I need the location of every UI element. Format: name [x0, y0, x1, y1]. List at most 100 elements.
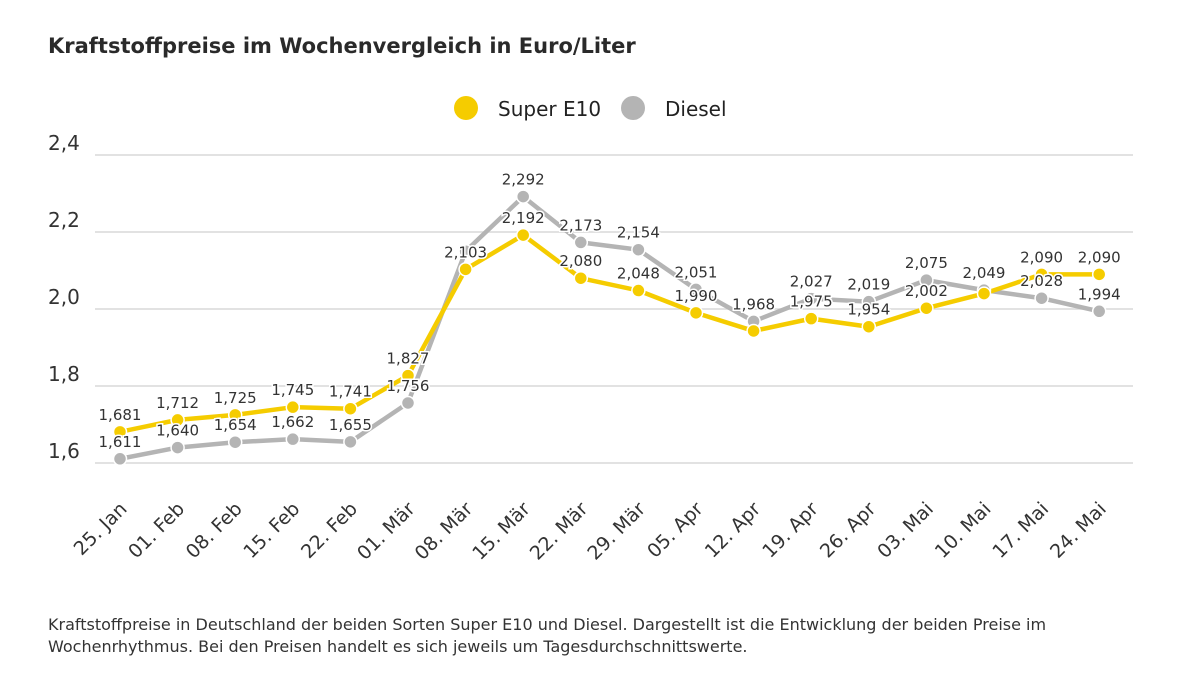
- data-label-diesel: 1,655: [329, 416, 372, 434]
- data-point-diesel: [343, 434, 358, 450]
- data-label-super-e10: 1,954: [847, 301, 890, 319]
- data-point-super-e10: [976, 286, 992, 301]
- data-label-super-e10: 1,745: [271, 381, 314, 399]
- legend-marker: [454, 96, 478, 120]
- data-point-diesel: [861, 294, 877, 309]
- x-tick-label: 01. Mär: [353, 498, 420, 565]
- data-point-super-e10: [861, 319, 877, 334]
- data-label-diesel: 1,968: [732, 295, 775, 313]
- chart-caption: Kraftstoffpreise in Deutschland der beid…: [48, 615, 1047, 656]
- data-point-diesel: [573, 235, 589, 250]
- y-tick-label: 1,8: [48, 362, 80, 386]
- y-axis-ticks: 1,6 1,8 2,0 2,2 2,4: [48, 131, 80, 463]
- x-tick-label: 15. Feb: [239, 498, 304, 563]
- data-label-super-e10: 2,002: [905, 282, 948, 300]
- legend-marker: [621, 96, 645, 120]
- y-tick-label: 2,4: [48, 131, 80, 155]
- data-label-diesel: 2,075: [905, 254, 948, 272]
- x-tick-label: 08. Mär: [411, 498, 478, 565]
- x-tick-label: 24. Mai: [1046, 498, 1111, 563]
- data-point-super-e10: [458, 262, 473, 277]
- data-point-super-e10: [515, 227, 531, 243]
- data-label-super-e10: 1,681: [99, 406, 142, 424]
- data-label-super-e10: 2,103: [444, 243, 487, 261]
- data-point-diesel: [1034, 290, 1049, 306]
- data-label-super-e10: 1,990: [675, 287, 718, 305]
- data-point-diesel: [458, 244, 473, 259]
- data-label-diesel: 2,028: [1020, 272, 1063, 290]
- x-tick-label: 17. Mai: [988, 498, 1053, 563]
- x-tick-label: 22. Mär: [526, 498, 593, 565]
- data-label-diesel: 2,049: [963, 264, 1006, 282]
- data-label-super-e10: 2,090: [1078, 248, 1121, 266]
- x-tick-label: 15. Mär: [468, 498, 535, 565]
- data-label-diesel: 1,654: [214, 416, 257, 434]
- data-point-super-e10: [170, 412, 185, 428]
- y-tick-label: 2,2: [48, 208, 80, 232]
- x-tick-label: 26. Apr: [816, 498, 881, 563]
- data-point-super-e10: [1034, 267, 1049, 282]
- data-label-diesel: 2,173: [559, 216, 602, 234]
- grid-lines: [95, 154, 1133, 464]
- x-tick-label: 12. Apr: [701, 498, 766, 563]
- legend-label: Diesel: [665, 97, 727, 121]
- x-tick-label: 08. Feb: [182, 498, 247, 563]
- data-point-diesel: [400, 395, 416, 411]
- data-point-super-e10: [400, 368, 416, 383]
- data-label-diesel: 1,611: [99, 433, 142, 451]
- x-tick-label: 25. Jan: [70, 498, 132, 560]
- data-point-diesel: [631, 242, 646, 257]
- series-line-super-e10: [117, 232, 1102, 435]
- data-point-diesel: [688, 282, 704, 297]
- data-point-super-e10: [1091, 267, 1107, 282]
- x-tick-label: 01. Feb: [124, 498, 189, 563]
- data-point-super-e10: [746, 323, 761, 339]
- x-tick-label: 05. Apr: [643, 498, 708, 563]
- data-label-diesel: 2,019: [847, 276, 890, 294]
- x-tick-label: 10. Mai: [931, 498, 996, 563]
- data-label-diesel: 1,994: [1078, 285, 1121, 303]
- data-point-diesel: [803, 291, 819, 306]
- data-point-super-e10: [688, 305, 704, 321]
- x-tick-label: 22. Feb: [297, 498, 362, 563]
- data-label-super-e10: 1,827: [387, 350, 430, 368]
- data-point-super-e10: [227, 407, 243, 423]
- series-lines: [117, 194, 1102, 462]
- data-point-diesel: [112, 451, 128, 467]
- data-point-super-e10: [112, 424, 128, 440]
- data-label-diesel: 1,662: [271, 413, 314, 431]
- legend: Super E10 Diesel: [454, 96, 727, 121]
- data-point-super-e10: [631, 283, 646, 298]
- data-label-diesel: 1,640: [156, 422, 199, 440]
- data-point-diesel: [285, 431, 301, 447]
- data-point-diesel: [170, 440, 185, 455]
- y-tick-label: 1,6: [48, 439, 80, 463]
- data-point-diesel: [1091, 304, 1107, 319]
- data-label-diesel: 1,756: [387, 377, 430, 395]
- data-label-super-e10: 1,975: [790, 293, 833, 311]
- chart-title: Kraftstoffpreise im Wochenvergleich in E…: [48, 34, 636, 58]
- x-tick-label: 29. Mär: [583, 498, 650, 565]
- x-tick-label: 19. Apr: [758, 498, 823, 563]
- data-point-diesel: [515, 189, 531, 204]
- data-point-super-e10: [573, 270, 589, 286]
- data-label-super-e10: 2,090: [1020, 248, 1063, 266]
- y-tick-label: 2,0: [48, 285, 80, 309]
- data-point-diesel: [227, 434, 243, 450]
- x-tick-label: 03. Mai: [873, 498, 938, 563]
- data-label-diesel: 2,292: [502, 171, 545, 189]
- data-label-super-e10: 2,080: [559, 252, 602, 270]
- data-point-super-e10: [343, 401, 358, 416]
- data-point-diesel: [919, 272, 934, 288]
- data-label-diesel: 2,051: [675, 263, 718, 281]
- data-point-super-e10: [285, 399, 301, 415]
- series-points: [112, 189, 1107, 467]
- series-line-diesel: [117, 194, 1102, 462]
- data-label-super-e10: 1,741: [329, 383, 372, 401]
- data-label-super-e10: 2,048: [617, 265, 660, 283]
- data-point-super-e10: [803, 311, 819, 326]
- data-label-super-e10: 2,192: [502, 209, 545, 227]
- data-label-diesel: 2,154: [617, 224, 660, 242]
